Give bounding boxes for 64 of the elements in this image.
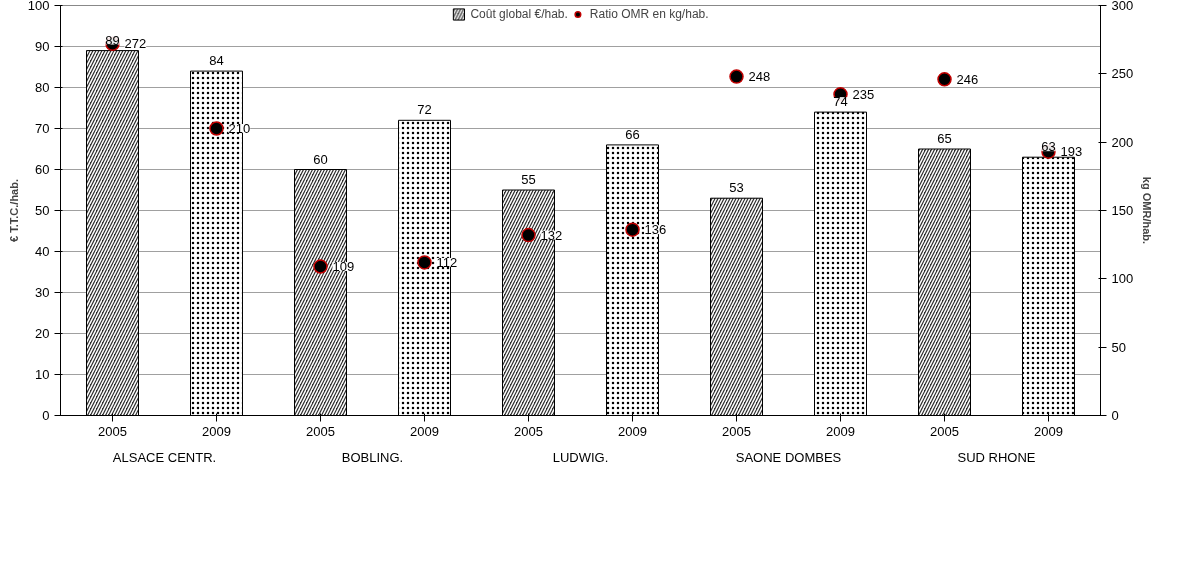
point <box>521 227 536 243</box>
data-label: 63 <box>1041 139 1056 155</box>
data-label: 248 <box>748 69 771 85</box>
data-label: 60 <box>313 151 328 167</box>
y-tick-label: 100 <box>27 0 50 13</box>
data-label: 246 <box>956 71 979 87</box>
x-tick-label: 2005 <box>514 423 543 439</box>
y-tick-label: 10 <box>35 367 50 382</box>
x-tick-label: 2009 <box>202 423 231 439</box>
point <box>625 222 640 237</box>
data-label: 66 <box>625 126 640 142</box>
y-tick-label: 50 <box>35 203 50 218</box>
y2-tick-label: 50 <box>1111 339 1126 355</box>
legend-label: Ratio OMR en kg/hab. <box>589 7 709 21</box>
y-tick-label: 60 <box>35 162 50 177</box>
y2-tick-label: 150 <box>1111 203 1134 218</box>
data-label: 235 <box>852 86 875 102</box>
x-tick-label: 2005 <box>306 423 335 439</box>
data-label: 136 <box>644 222 667 238</box>
data-label: 210 <box>228 121 251 136</box>
point <box>209 121 224 136</box>
data-label: 74 <box>833 94 848 110</box>
x-tick-label: 2005 <box>722 423 751 439</box>
data-label: 55 <box>521 172 536 187</box>
legend-label: Coût global €/hab. <box>470 7 568 21</box>
y2-tick-label: 100 <box>1111 271 1134 287</box>
x-tick-label: 2009 <box>618 423 647 439</box>
data-label: 65 <box>937 131 952 146</box>
x-tick-label: 2009 <box>410 423 439 439</box>
data-label: 193 <box>1060 144 1083 160</box>
y2-tick-label: 250 <box>1111 66 1134 82</box>
data-label: 84 <box>209 53 224 69</box>
data-label: 272 <box>124 36 147 52</box>
point <box>937 72 952 87</box>
text: BOBLING. <box>341 449 404 465</box>
x-tick-label: 2009 <box>826 423 855 439</box>
data-label: 72 <box>417 102 432 118</box>
y-tick-label: 70 <box>35 121 50 136</box>
y-tick-label: 40 <box>35 244 50 259</box>
y-tick-label: 80 <box>35 80 50 95</box>
data-label: 109 <box>332 259 355 275</box>
text: SUD RHONE <box>957 449 1036 465</box>
y-tick-label: 30 <box>35 285 50 300</box>
text: ALSACE CENTR. <box>112 449 217 465</box>
y-tick-label: 20 <box>35 326 50 341</box>
point <box>313 259 328 274</box>
y-tick-label: 90 <box>35 39 50 54</box>
x-tick-label: 2005 <box>930 423 959 439</box>
point <box>417 255 432 270</box>
y2-tick-label: 0 <box>1111 408 1119 423</box>
x-tick-label: 2005 <box>98 423 127 439</box>
data-label: 53 <box>729 180 744 196</box>
y-axis-title: € T.T.C./hab. <box>7 179 20 242</box>
y2-tick-label: 200 <box>1111 134 1134 150</box>
y-tick-label: 0 <box>42 408 50 423</box>
y2-tick-label: 300 <box>1111 0 1134 13</box>
point <box>729 69 744 84</box>
x-tick-label: 2009 <box>1034 423 1063 439</box>
y2-axis-title: kg OMR/hab. <box>1141 176 1154 245</box>
data-label: 132 <box>540 227 563 243</box>
data-label: 112 <box>436 254 458 270</box>
data-label: 89 <box>105 32 120 48</box>
text: LUDWIG. <box>552 449 609 465</box>
text: SAONE DOMBES <box>735 449 842 465</box>
